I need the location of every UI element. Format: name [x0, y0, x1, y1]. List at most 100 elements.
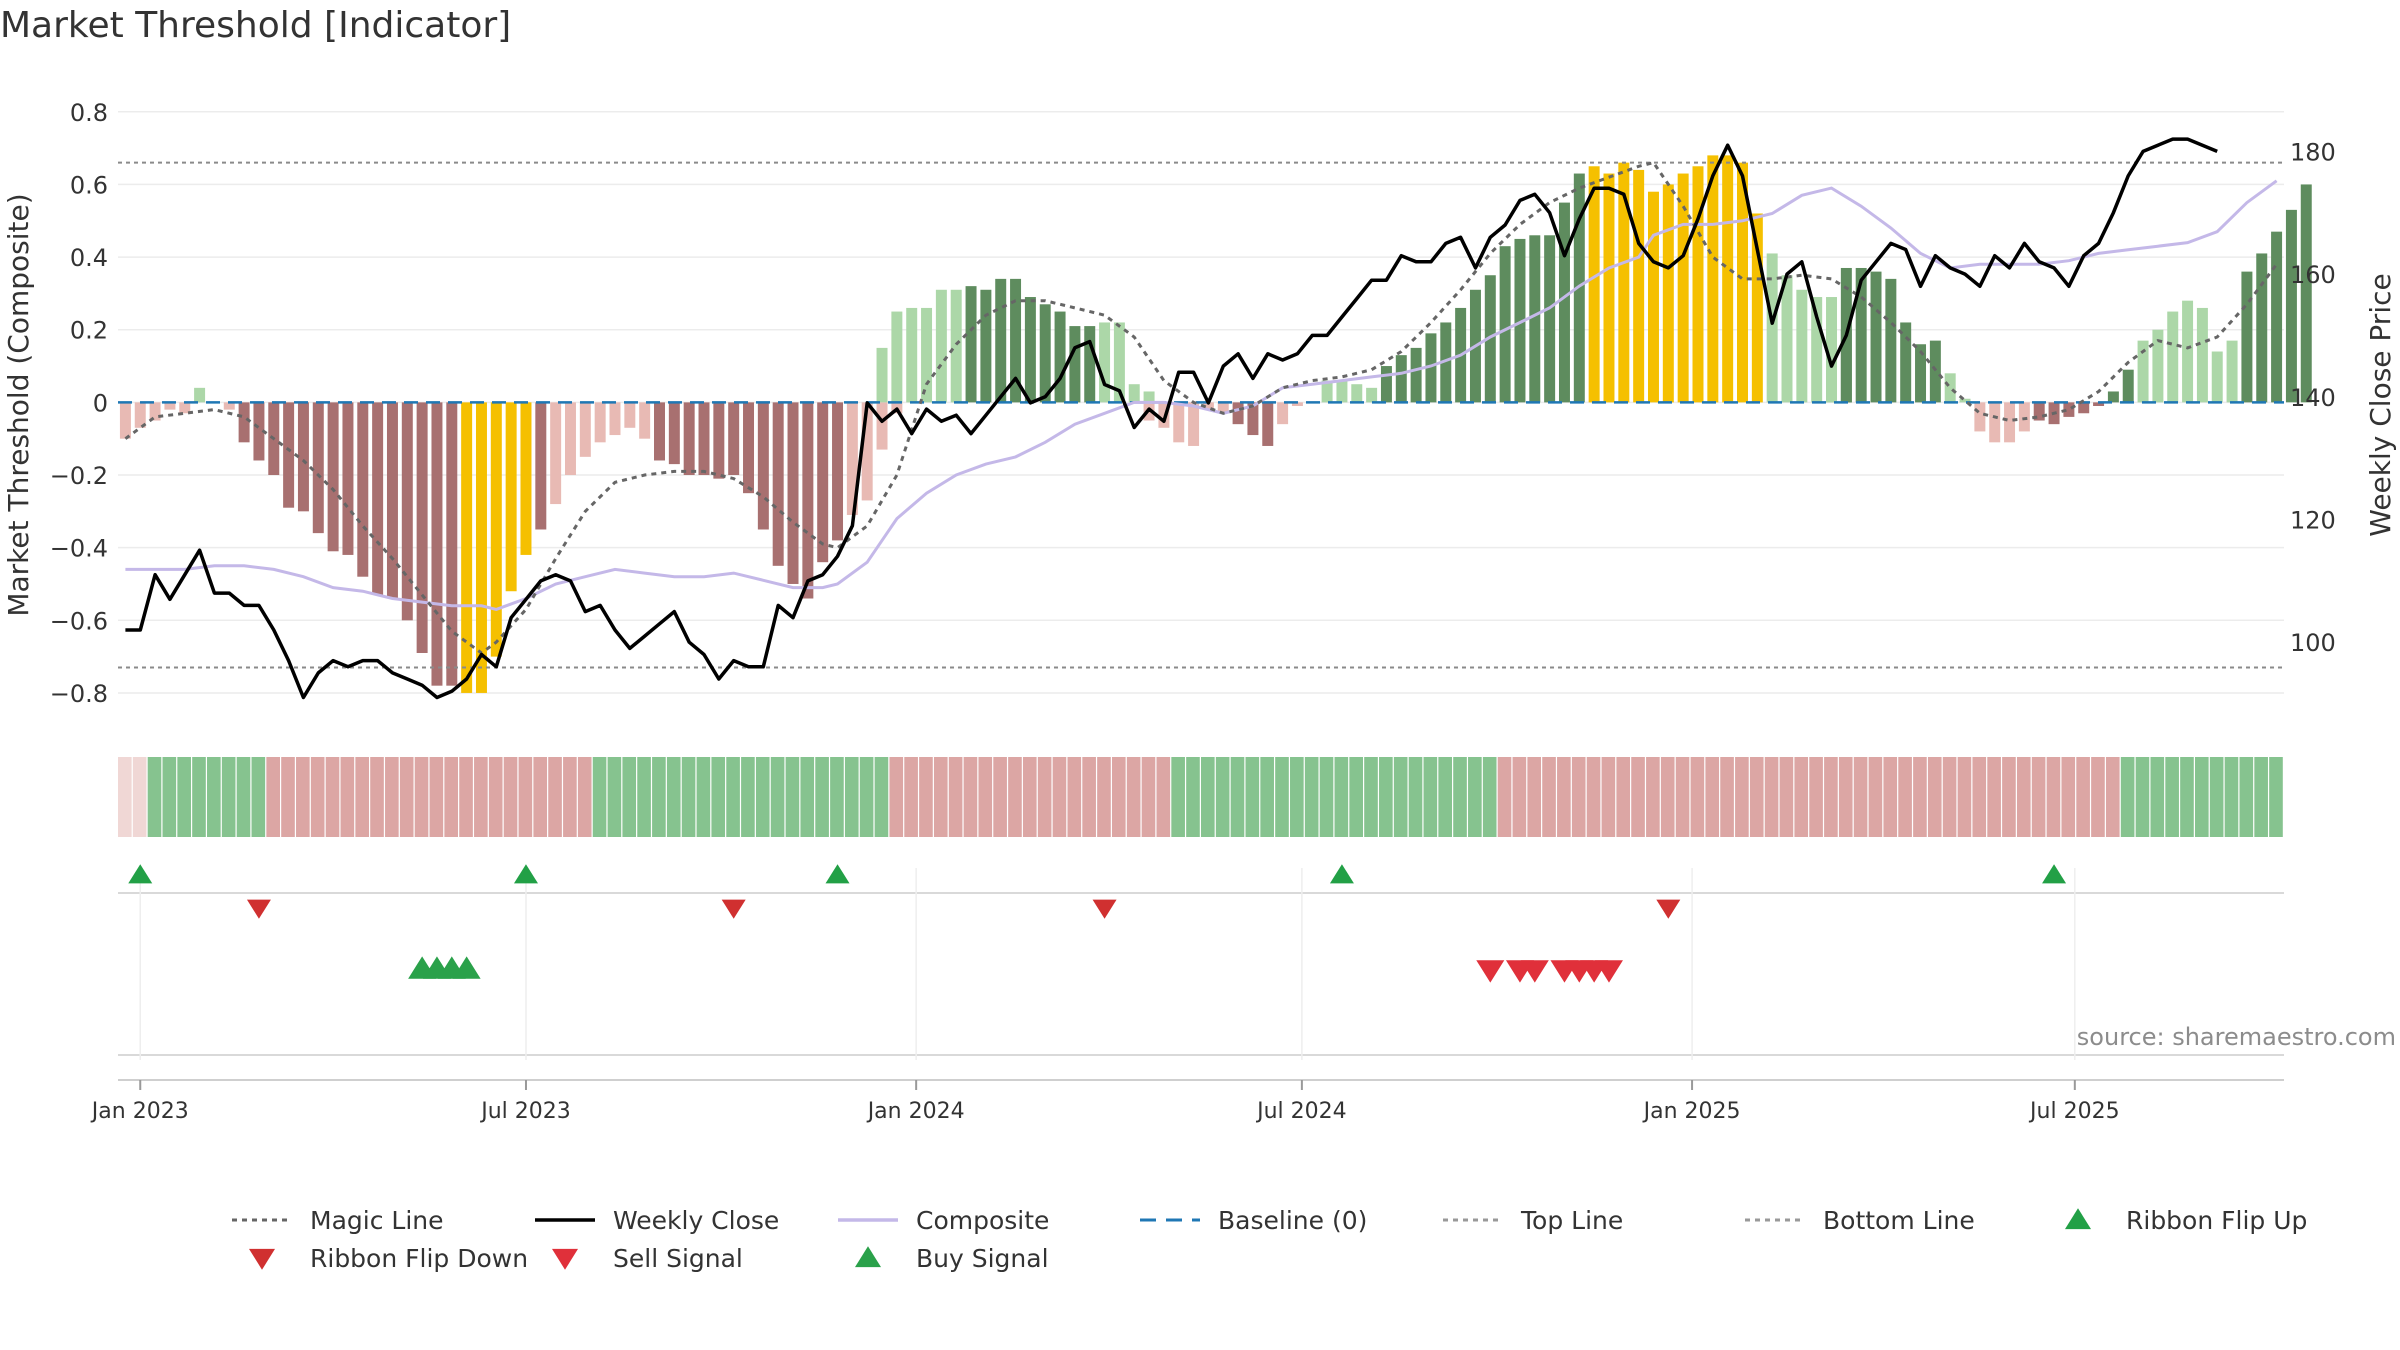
ribbon-cell [1838, 757, 1853, 837]
composite-bar [194, 387, 206, 403]
composite-bar [1618, 162, 1630, 403]
composite-bar [1336, 380, 1348, 403]
ribbon-cell [1749, 757, 1764, 837]
legend-label: Weekly Close [613, 1206, 779, 1235]
composite-bar [1128, 384, 1140, 403]
composite-bar [891, 311, 903, 403]
composite-bar [2093, 402, 2105, 406]
ribbon-cell [162, 757, 177, 837]
regime-ribbon [118, 757, 2283, 837]
ribbon-cell [296, 757, 310, 837]
legend-swatch [855, 1246, 881, 1268]
ribbon-cell [1913, 757, 1927, 837]
composite-bar [2285, 209, 2297, 403]
composite-bar [119, 402, 131, 439]
ribbon-cell [1883, 757, 1898, 837]
composite-bar [1737, 162, 1748, 403]
ribbon-cell [1290, 757, 1304, 837]
composite-bar [342, 402, 354, 555]
legend-label: Sell Signal [613, 1244, 743, 1273]
composite-bar [995, 278, 1007, 403]
composite-bar [2107, 391, 2119, 403]
ribbon-cell [800, 757, 815, 837]
ribbon-cell [1794, 757, 1809, 837]
ribbon-cell [2046, 757, 2061, 837]
ribbon-cell [1735, 757, 1749, 837]
right-tick-label: 140 [2290, 384, 2336, 412]
composite-bar [1084, 326, 1096, 403]
legend: Magic Line Weekly Close Composite Baseline … [232, 1206, 2307, 1273]
composite-bar [1514, 238, 1526, 403]
ribbon-cell [711, 757, 726, 837]
ribbon-cell [1438, 757, 1453, 837]
ribbon-cell [1245, 757, 1260, 837]
composite-bar [238, 402, 250, 443]
ribbon-cell [844, 757, 859, 837]
composite-bar [698, 402, 710, 476]
composite-bar [743, 402, 755, 494]
composite-bar [1217, 402, 1229, 414]
ribbon-cell [1260, 757, 1274, 837]
composite-bar [2196, 307, 2208, 403]
composite-bar [1440, 322, 1452, 403]
composite-bar [1277, 402, 1289, 425]
composite-bar [2226, 340, 2238, 403]
ribbon-cell [889, 757, 904, 837]
ribbon-cell [118, 757, 132, 837]
composite-bar [1010, 278, 1022, 403]
ribbon-cell [474, 757, 488, 837]
composite-bar [2063, 402, 2075, 417]
ribbon-cell [1586, 757, 1601, 837]
composite-bar [446, 402, 458, 686]
composite-bar [505, 402, 517, 592]
ribbon-cell [1275, 757, 1289, 837]
ribbon-cell [1987, 757, 2001, 837]
composite-bar [1826, 297, 1838, 403]
composite-bar [2182, 300, 2194, 403]
ribbon-cell [1497, 757, 1512, 837]
composite-bar [1915, 344, 1927, 403]
left-tick-label: −0.2 [50, 462, 108, 490]
ribbon-cell [1542, 757, 1556, 837]
ribbon-cell [2105, 757, 2120, 837]
right-tick-label: 120 [2290, 507, 2336, 535]
composite-bar [164, 402, 176, 410]
right-tick-label: 100 [2290, 629, 2336, 657]
left-tick-label: 0.4 [70, 244, 108, 272]
composite-bar [579, 402, 591, 457]
ribbon-cell [1201, 757, 1215, 837]
ribbon-cell [904, 757, 918, 837]
legend-label: Buy Signal [916, 1244, 1049, 1273]
ribbon-cell [2002, 757, 2016, 837]
composite-bar [1173, 402, 1185, 443]
composite-bar [357, 402, 369, 577]
composite-bar [1529, 235, 1541, 403]
composite-line [125, 179, 2278, 611]
left-y-axis-label: Market Threshold (Composite) [2, 193, 35, 616]
ribbon-cell [2269, 757, 2283, 837]
ribbon-cell [207, 757, 221, 837]
composite-bar [327, 402, 339, 552]
ribbon-cell [2091, 757, 2105, 837]
ribbon-cell [1720, 757, 1734, 837]
ribbon-cell [1097, 757, 1111, 837]
composite-bar [683, 402, 695, 476]
ribbon-cell [2076, 757, 2090, 837]
composite-bar [2004, 402, 2016, 443]
ribbon-cell [1082, 757, 1096, 837]
composite-bar [179, 402, 191, 414]
ribbon-cell [993, 757, 1007, 837]
composite-bar [312, 402, 324, 534]
composite-bar [906, 307, 918, 403]
ribbon-cell [548, 757, 562, 837]
composite-bar [1633, 169, 1645, 403]
x-tick-label: Jul 2024 [1255, 1099, 1347, 1124]
composite-bar [431, 402, 443, 686]
composite-bar [1692, 166, 1704, 403]
legend-label: Composite [916, 1206, 1049, 1235]
ribbon-cell [2150, 757, 2165, 837]
ribbon-cell [1304, 757, 1319, 837]
ribbon-cell [577, 757, 592, 837]
ribbon-cell [2120, 757, 2135, 837]
ribbon-cell [1601, 757, 1616, 837]
